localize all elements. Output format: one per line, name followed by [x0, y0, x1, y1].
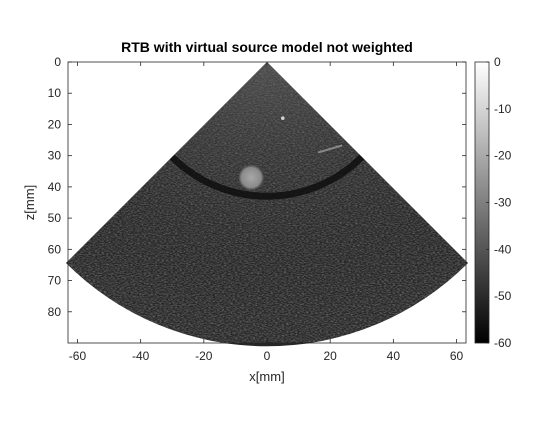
colorbar-ticks: 0 -10 -20 -30 -40 -50 -60 — [486, 55, 512, 350]
hyperechoic-band — [169, 154, 365, 200]
y-tick-label: 0 — [54, 55, 61, 69]
x-tick-label: 20 — [323, 349, 337, 363]
bright-cyst — [238, 165, 264, 191]
x-tick-label: 0 — [264, 349, 271, 363]
y-tick-label: 80 — [48, 305, 62, 319]
x-axis-label: x[mm] — [249, 369, 284, 384]
x-tick-label: -40 — [132, 349, 150, 363]
x-tick-label: 60 — [450, 349, 464, 363]
colorbar-tick-label: -20 — [494, 149, 512, 163]
x-tick-label: -20 — [195, 349, 213, 363]
x-tick-label: 40 — [387, 349, 401, 363]
y-tick-label: 50 — [48, 211, 62, 225]
colorbar: 0 -10 -20 -30 -40 -50 -60 — [474, 55, 512, 350]
point-target — [280, 116, 285, 120]
y-tick-label: 60 — [48, 242, 62, 256]
y-axis-label: z[mm] — [22, 185, 37, 220]
y-tick-label: 70 — [48, 274, 62, 288]
y-tick-label: 20 — [48, 117, 62, 131]
y-tick-label: 40 — [48, 180, 62, 194]
colorbar-tick-label: -60 — [494, 336, 512, 350]
x-tick-label: -60 — [69, 349, 87, 363]
colorbar-tick-label: -30 — [494, 196, 512, 210]
colorbar-tick-label: -10 — [494, 102, 512, 116]
colorbar-tick-label: -50 — [494, 289, 512, 303]
colorbar-tick-label: -40 — [494, 242, 512, 256]
chart-title: RTB with virtual source model not weight… — [121, 39, 413, 55]
y-tick-label: 10 — [48, 86, 62, 100]
x-axis: -60 -40 -20 0 20 40 60 — [69, 62, 464, 363]
y-tick-label: 30 — [48, 149, 62, 163]
bright-streak — [317, 144, 343, 154]
y-axis: 0 10 20 30 40 50 60 70 80 — [48, 55, 466, 319]
colorbar-tick-label: 0 — [494, 55, 501, 69]
